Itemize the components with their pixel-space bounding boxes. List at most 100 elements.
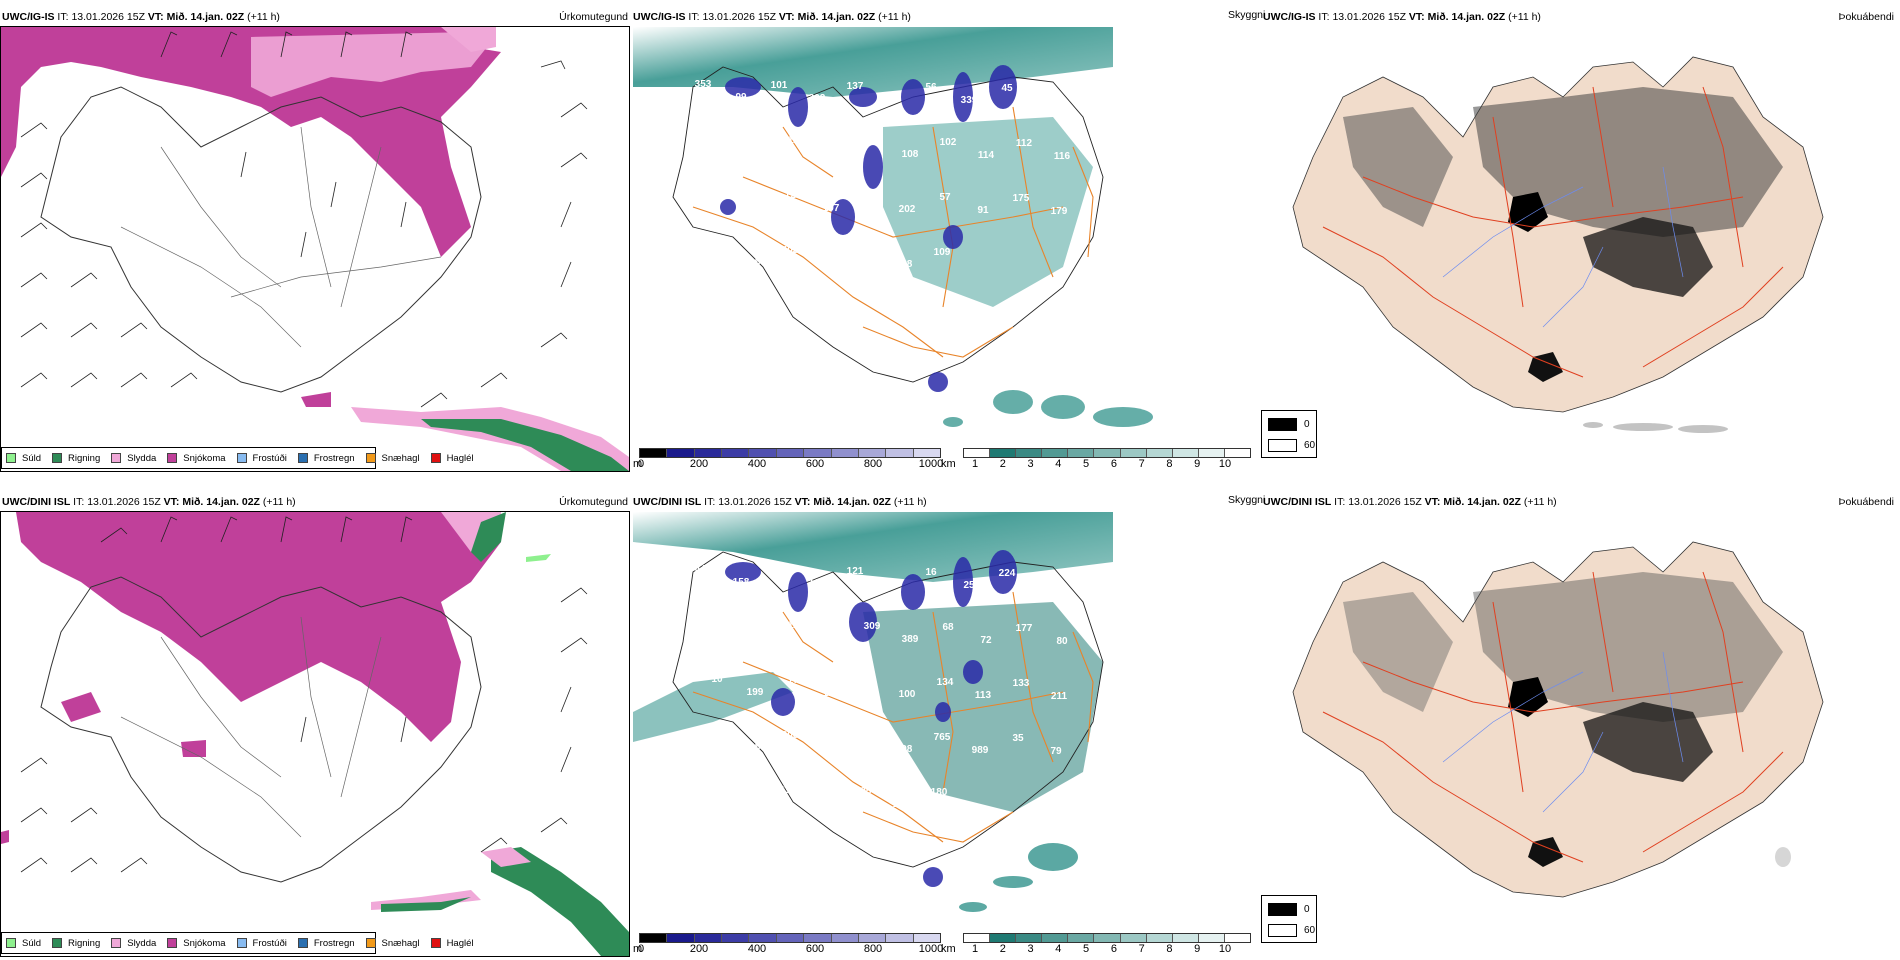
cloud-base-colorbar [639, 448, 941, 458]
visibility-value-label: 128 [858, 246, 875, 257]
visibility-value-label: 20 [708, 244, 720, 255]
visibility-ticks: 1 2 3 4 5 6 7 8 9 10 [972, 943, 1231, 957]
cloud-base-ticks: 0 200 400 600 800 1000 [637, 458, 943, 472]
colorbar-tick-label: 800 [863, 943, 883, 955]
colorbar-segment [913, 449, 940, 457]
visibility-value-label: 35 [1012, 733, 1024, 744]
colorbar-tick-label: 800 [863, 458, 883, 470]
visibility-value-label: 180 [931, 787, 948, 798]
visibility-value-label: 100 [899, 689, 916, 700]
visibility-value-label: 15 [887, 579, 899, 590]
colorbar-tick-label: 200 [689, 458, 709, 470]
colorbar-segment [1042, 449, 1069, 457]
legend-item: Haglél [430, 453, 474, 464]
colorbar-tick-label: 7 [1138, 458, 1145, 470]
legend-item: Frostúði [236, 453, 287, 464]
visibility-value-label: 119 [788, 135, 805, 146]
visibility-map[interactable]: 353 99 101 202 137 107 56 339 45 89 180 203 119 27 14 1… [633, 27, 1233, 442]
legend-swatch [6, 938, 16, 948]
colorbar-tick-label: 6 [1110, 943, 1117, 955]
visibility-value-label: 177 [1016, 623, 1033, 634]
fog-index-map[interactable] [1263, 27, 1900, 447]
visibility-value-label: 79 [1050, 746, 1062, 757]
precip-type-panel-row1: UWC/IG-IS IT: 13.01.2026 15Z VT: Mið. 14… [0, 10, 632, 475]
map-frame [0, 26, 630, 472]
visibility-value-label: 147 [861, 191, 878, 202]
visibility-colorbar [963, 448, 1251, 458]
colorbar-tick-label: 8 [1166, 458, 1173, 470]
visibility-value-label: 403 [782, 245, 799, 256]
panel-type-label: Úrkomutegund [559, 496, 628, 508]
colorbar-tick-label: 0 [637, 458, 645, 470]
visibility-value-label: 142 [893, 799, 910, 810]
fog-index-map[interactable] [1263, 512, 1900, 932]
legend-item: Súld [6, 453, 41, 464]
colorbar-tick-label: 400 [747, 943, 767, 955]
colorbar-tick-label: 600 [805, 943, 825, 955]
colorbar-tick-label: 4 [1055, 458, 1062, 470]
visibility-value-label: 119 [788, 620, 805, 631]
colorbar-segment [913, 934, 940, 942]
visibility-value-label: 112 [1016, 138, 1033, 149]
visibility-value-label: 134 [937, 677, 954, 688]
colorbar-segment [1146, 934, 1173, 942]
visibility-value-label: 72 [980, 635, 992, 646]
colorbar-tick-label: 600 [805, 458, 825, 470]
colorbar-segment [886, 934, 914, 942]
legend-swatch [167, 938, 178, 948]
visibility-value-label: 533 [779, 785, 796, 796]
legend-swatch [111, 938, 122, 948]
visibility-value-label: 147 [703, 784, 720, 795]
colorbar-segment [886, 449, 914, 457]
legend-swatch [52, 938, 63, 948]
visibility-value-label: 203 [750, 147, 767, 158]
colorbar-segment [640, 934, 668, 942]
colorbar-segment [1198, 934, 1225, 942]
colorbar-tick-label: 9 [1194, 943, 1201, 955]
visibility-value-label: 214 [750, 632, 767, 643]
colorbar-tick-label: 2 [999, 943, 1006, 955]
visibility-value-label: 202 [809, 93, 826, 104]
colorbar-segment [990, 449, 1017, 457]
visibility-value-label: 108 [902, 149, 919, 160]
visibility-value-label: 389 [902, 634, 919, 645]
legend-swatch [297, 453, 308, 463]
colorbar-segment [1120, 934, 1147, 942]
colorbar-segment [964, 449, 991, 457]
visibility-value-label: 309 [864, 621, 881, 632]
visibility-value-label: 945 [820, 258, 837, 269]
colorbar-segment [667, 449, 695, 457]
visibility-value-label: 442 [695, 564, 712, 575]
visibility-value-label: 224 [999, 568, 1016, 579]
precip-type-map[interactable] [1, 27, 629, 471]
legend-swatch [236, 453, 247, 463]
fog-index-panel-row2: UWC/DINI ISL IT: 13.01.2026 15Z VT: Mið.… [1263, 495, 1900, 960]
precip-type-panel-row2: UWC/DINI ISL IT: 13.01.2026 15Z VT: Mið.… [0, 495, 632, 960]
visibility-value-label: 116 [1054, 151, 1071, 162]
visibility-value-label: 398 [896, 744, 913, 755]
colorbar-tick-label: 1000 [918, 458, 944, 470]
visibility-value-label: 101 [771, 80, 788, 91]
colorbar-segment [694, 449, 723, 457]
visibility-value-label: 240 [820, 743, 837, 754]
cloud-base-unit: m [633, 943, 643, 955]
fog-legend: 0 60 [1261, 410, 1317, 458]
visibility-value-label: 25 [963, 580, 975, 591]
legend-swatch [52, 453, 63, 463]
visibility-value-label: 202 [899, 204, 916, 215]
panel-type-label: Skyggni [1228, 494, 1266, 506]
precip-type-legend: Súld Rigning Slydda Snjókoma Frostúði Fr… [1, 447, 474, 469]
colorbar-tick-label: 2 [999, 458, 1006, 470]
visibility-value-label: 45 [1001, 83, 1013, 94]
colorbar-segment [1016, 934, 1043, 942]
visibility-value-label: 102 [940, 137, 957, 148]
precip-type-map[interactable] [1, 512, 629, 956]
visibility-value-label: 339 [961, 95, 978, 106]
visibility-value-label: 27 [828, 148, 840, 159]
visibility-map[interactable]: 442 158 149 166 121 15 16 25 224 136 150 214 119 203 3… [633, 512, 1233, 927]
legend-swatch [111, 453, 122, 463]
panel-title: UWC/DINI ISL IT: 13.01.2026 15Z VT: Mið.… [2, 496, 296, 508]
legend-swatch [6, 453, 16, 463]
visibility-value-label: 125 [823, 688, 840, 699]
visibility-unit: km [941, 943, 956, 955]
